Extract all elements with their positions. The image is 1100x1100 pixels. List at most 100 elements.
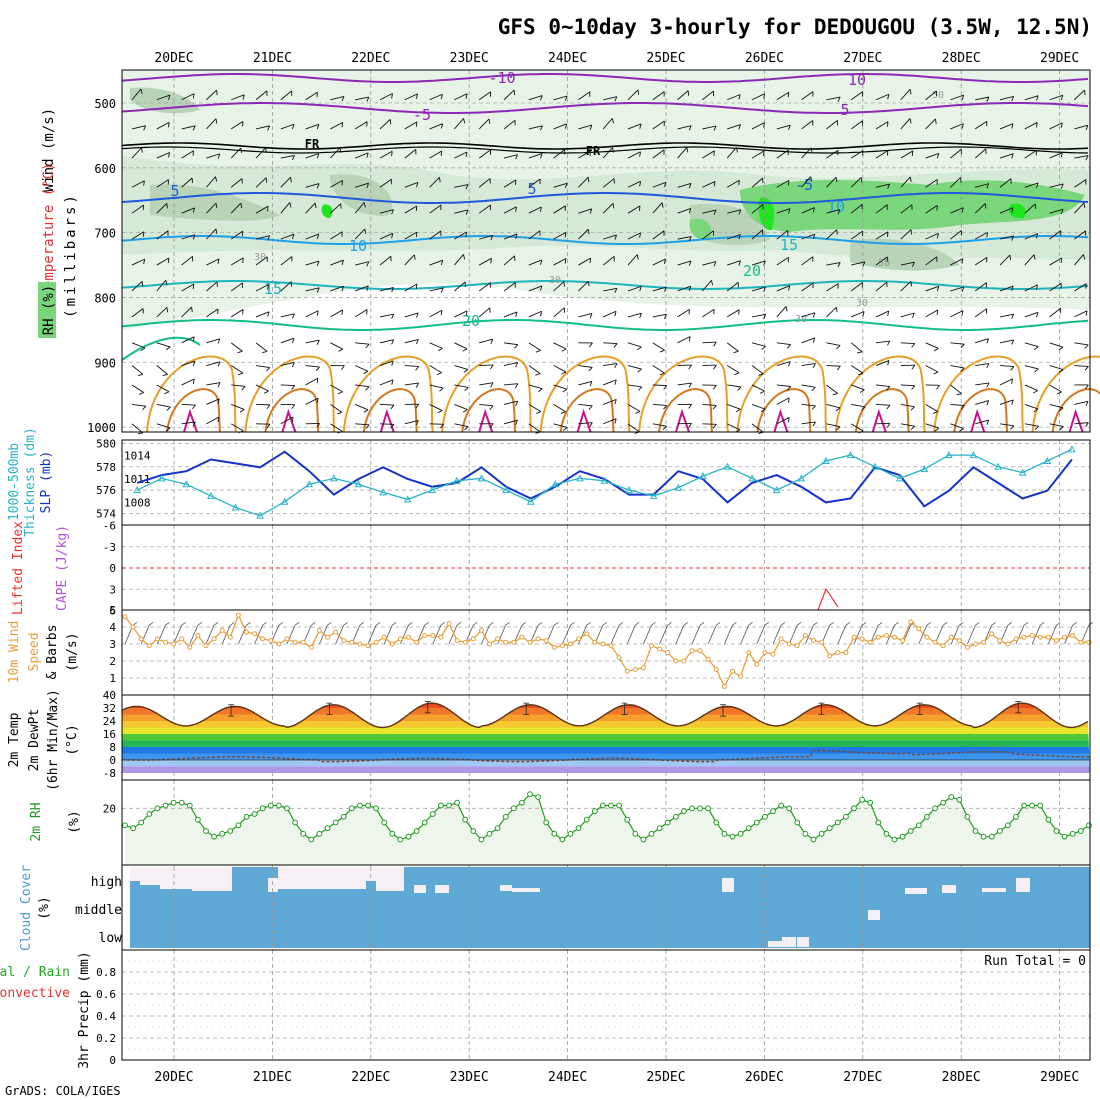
wind-barb-feather (416, 312, 419, 318)
temp2m-tick-label: 16 (103, 728, 116, 741)
rh2m-point (818, 830, 825, 837)
wind-barb (553, 205, 566, 214)
wind10m-point (1005, 641, 1011, 647)
rh2m-point (130, 825, 137, 832)
wind-barb (702, 230, 714, 240)
wind-barb (379, 209, 394, 214)
wind-barb (330, 203, 341, 214)
rh2m-point (486, 830, 493, 837)
temp2m-minmax-bar (621, 702, 628, 715)
wind-barb (404, 149, 417, 159)
wind-barb (1074, 365, 1089, 367)
wind10m-point (892, 634, 897, 640)
temp-contour-30-lobe (756, 388, 812, 433)
rh2m-point (988, 833, 995, 840)
wind-barb (1074, 342, 1089, 346)
wind-barb (900, 118, 911, 130)
wind-barb-feather (489, 405, 494, 410)
thickness-marker (576, 474, 584, 482)
temp-contour-label: -10 (488, 69, 515, 87)
wind-barb-feather (635, 411, 641, 414)
wind-barb (950, 310, 964, 318)
rh2m-point (122, 822, 128, 829)
wind-barb (181, 255, 193, 266)
wind-barb (181, 177, 193, 188)
wind-barb (652, 181, 667, 188)
wind-barb (727, 94, 741, 101)
wind-barb (578, 124, 592, 130)
temp2m-ylabel-d: (°C) (65, 724, 80, 755)
rh2m-point (567, 830, 574, 837)
wind-barb (826, 209, 841, 214)
wind-barb (1049, 307, 1061, 318)
wind-barb (404, 93, 418, 101)
wind-barb-feather (390, 424, 395, 429)
wind10m-point (462, 639, 468, 645)
temp2m-color-bands (122, 703, 1090, 773)
wind-barb-feather (515, 311, 518, 317)
wind-barb-feather (391, 314, 395, 319)
wind-barb (925, 423, 940, 429)
date-label-bottom: 21DEC (253, 1070, 292, 1085)
wind-barb-feather (267, 235, 270, 241)
wind-barb (851, 311, 865, 318)
thickness-marker (625, 486, 633, 494)
wind10m-point (851, 634, 857, 640)
wind-barb-feather (910, 425, 915, 430)
date-label-bottom: 28DEC (942, 1070, 981, 1085)
wind-barb-feather (961, 310, 964, 316)
rh2m-point (1021, 802, 1027, 809)
wind-barb (503, 400, 518, 405)
date-label-bottom: 22DEC (351, 1070, 390, 1085)
wind-barb (578, 91, 591, 101)
cloud-gap (500, 885, 512, 891)
temp2m-ylabel-b: 2m DewPt (27, 709, 42, 772)
temp-contour-35-lobe (675, 408, 690, 433)
wind-barb (975, 382, 990, 386)
wind-barb (156, 306, 168, 318)
wind-barb-feather (391, 233, 394, 239)
wind-barb (975, 183, 989, 188)
wind-barb (702, 280, 712, 292)
upper-ylabel-rh: RH (%) (41, 285, 57, 336)
thickness-marker (748, 474, 756, 482)
wind-barb-feather (465, 310, 468, 316)
cloud-level-middle: middle (75, 903, 122, 918)
wind-barb (131, 281, 143, 292)
wind-barb (206, 153, 220, 159)
wind-barb (181, 234, 196, 240)
date-label-bottom: 29DEC (1040, 1070, 1079, 1085)
wind-barb (776, 124, 791, 130)
wind-barb-feather (637, 346, 642, 351)
wind-barb (751, 403, 766, 410)
wind-barb (900, 261, 915, 266)
rh2m-point (875, 819, 882, 826)
wind10m-point (397, 636, 403, 642)
wind-barb-feather (587, 229, 590, 235)
wind-barb (751, 365, 764, 375)
wind-barb (553, 95, 568, 101)
wind-barb (553, 404, 566, 413)
wind-barb-feather (614, 234, 617, 240)
wind-barb (553, 258, 567, 266)
wind-barb-feather (738, 260, 741, 266)
wind-barb (181, 403, 196, 406)
wind-barb (553, 231, 567, 240)
wind-barb-feather (416, 182, 419, 188)
wind-barb-feather (535, 373, 541, 376)
wind-barb-feather (1085, 401, 1089, 407)
wind-barb-feather (316, 310, 319, 316)
lifted-ylabel: Lifted Index (11, 521, 26, 615)
wind-barb (950, 423, 964, 429)
temp-contour-label: 20 (462, 312, 480, 330)
wind10m-barb (788, 621, 802, 645)
wind-barb (454, 209, 469, 214)
temp2m-band (122, 747, 1090, 754)
wind-barb (454, 118, 464, 130)
wind-barb (330, 404, 343, 413)
wind-barb (875, 121, 889, 130)
rh2m-point (438, 802, 444, 809)
wind-barb-feather (1034, 368, 1039, 373)
date-label-bottom: 23DEC (450, 1070, 489, 1085)
wind10m-point (454, 638, 460, 644)
